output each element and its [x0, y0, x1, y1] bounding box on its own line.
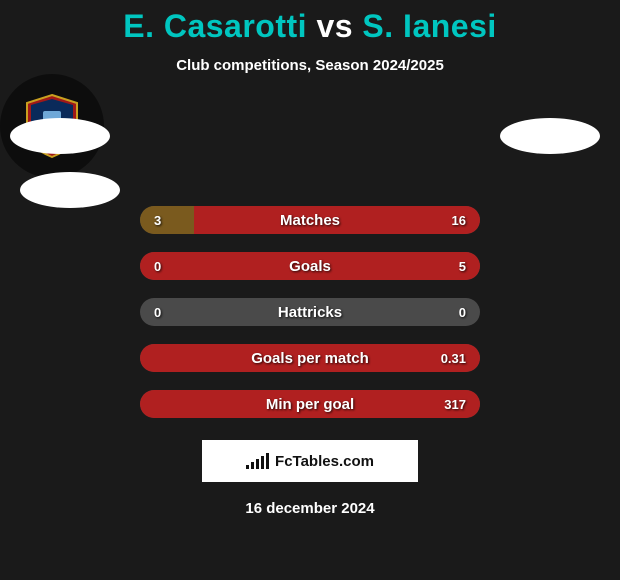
page-title: E. Casarotti vs S. Ianesi: [0, 0, 620, 45]
stat-left-value: 3: [154, 213, 161, 228]
stat-right-value: 0.31: [441, 351, 466, 366]
player1-badge-2: [20, 172, 120, 208]
stat-label: Matches: [280, 212, 340, 229]
stat-row: 3 Matches 16: [140, 206, 480, 234]
stat-label: Min per goal: [266, 396, 354, 413]
stat-left-value: 0: [154, 259, 161, 274]
player2-name: S. Ianesi: [362, 8, 496, 44]
date-text: 16 december 2024: [0, 500, 620, 517]
vs-text: vs: [316, 8, 353, 44]
stat-row: Goals per match 0.31: [140, 344, 480, 372]
stat-rows: 3 Matches 16 0 Goals 5 0 Hattricks 0 Goals per ma…: [0, 206, 620, 418]
logo-bars-icon: [246, 453, 269, 469]
subtitle: Club competitions, Season 2024/2025: [0, 57, 620, 74]
stat-label: Goals per match: [251, 350, 369, 367]
bar-left-fill: [140, 206, 194, 234]
stat-right-value: 317: [444, 397, 466, 412]
fctables-logo[interactable]: FcTables.com: [202, 440, 418, 482]
player1-name: E. Casarotti: [123, 8, 307, 44]
stat-row: 0 Goals 5: [140, 252, 480, 280]
stat-label: Hattricks: [278, 304, 342, 321]
player1-badge-1: [10, 118, 110, 154]
stat-left-value: 0: [154, 305, 161, 320]
player2-badge-ellipse: [500, 118, 600, 154]
stat-label: Goals: [289, 258, 331, 275]
stat-right-value: 5: [459, 259, 466, 274]
stat-row: 0 Hattricks 0: [140, 298, 480, 326]
logo-text: FcTables.com: [275, 453, 374, 470]
stat-right-value: 0: [459, 305, 466, 320]
stat-row: Min per goal 317: [140, 390, 480, 418]
stat-right-value: 16: [452, 213, 466, 228]
